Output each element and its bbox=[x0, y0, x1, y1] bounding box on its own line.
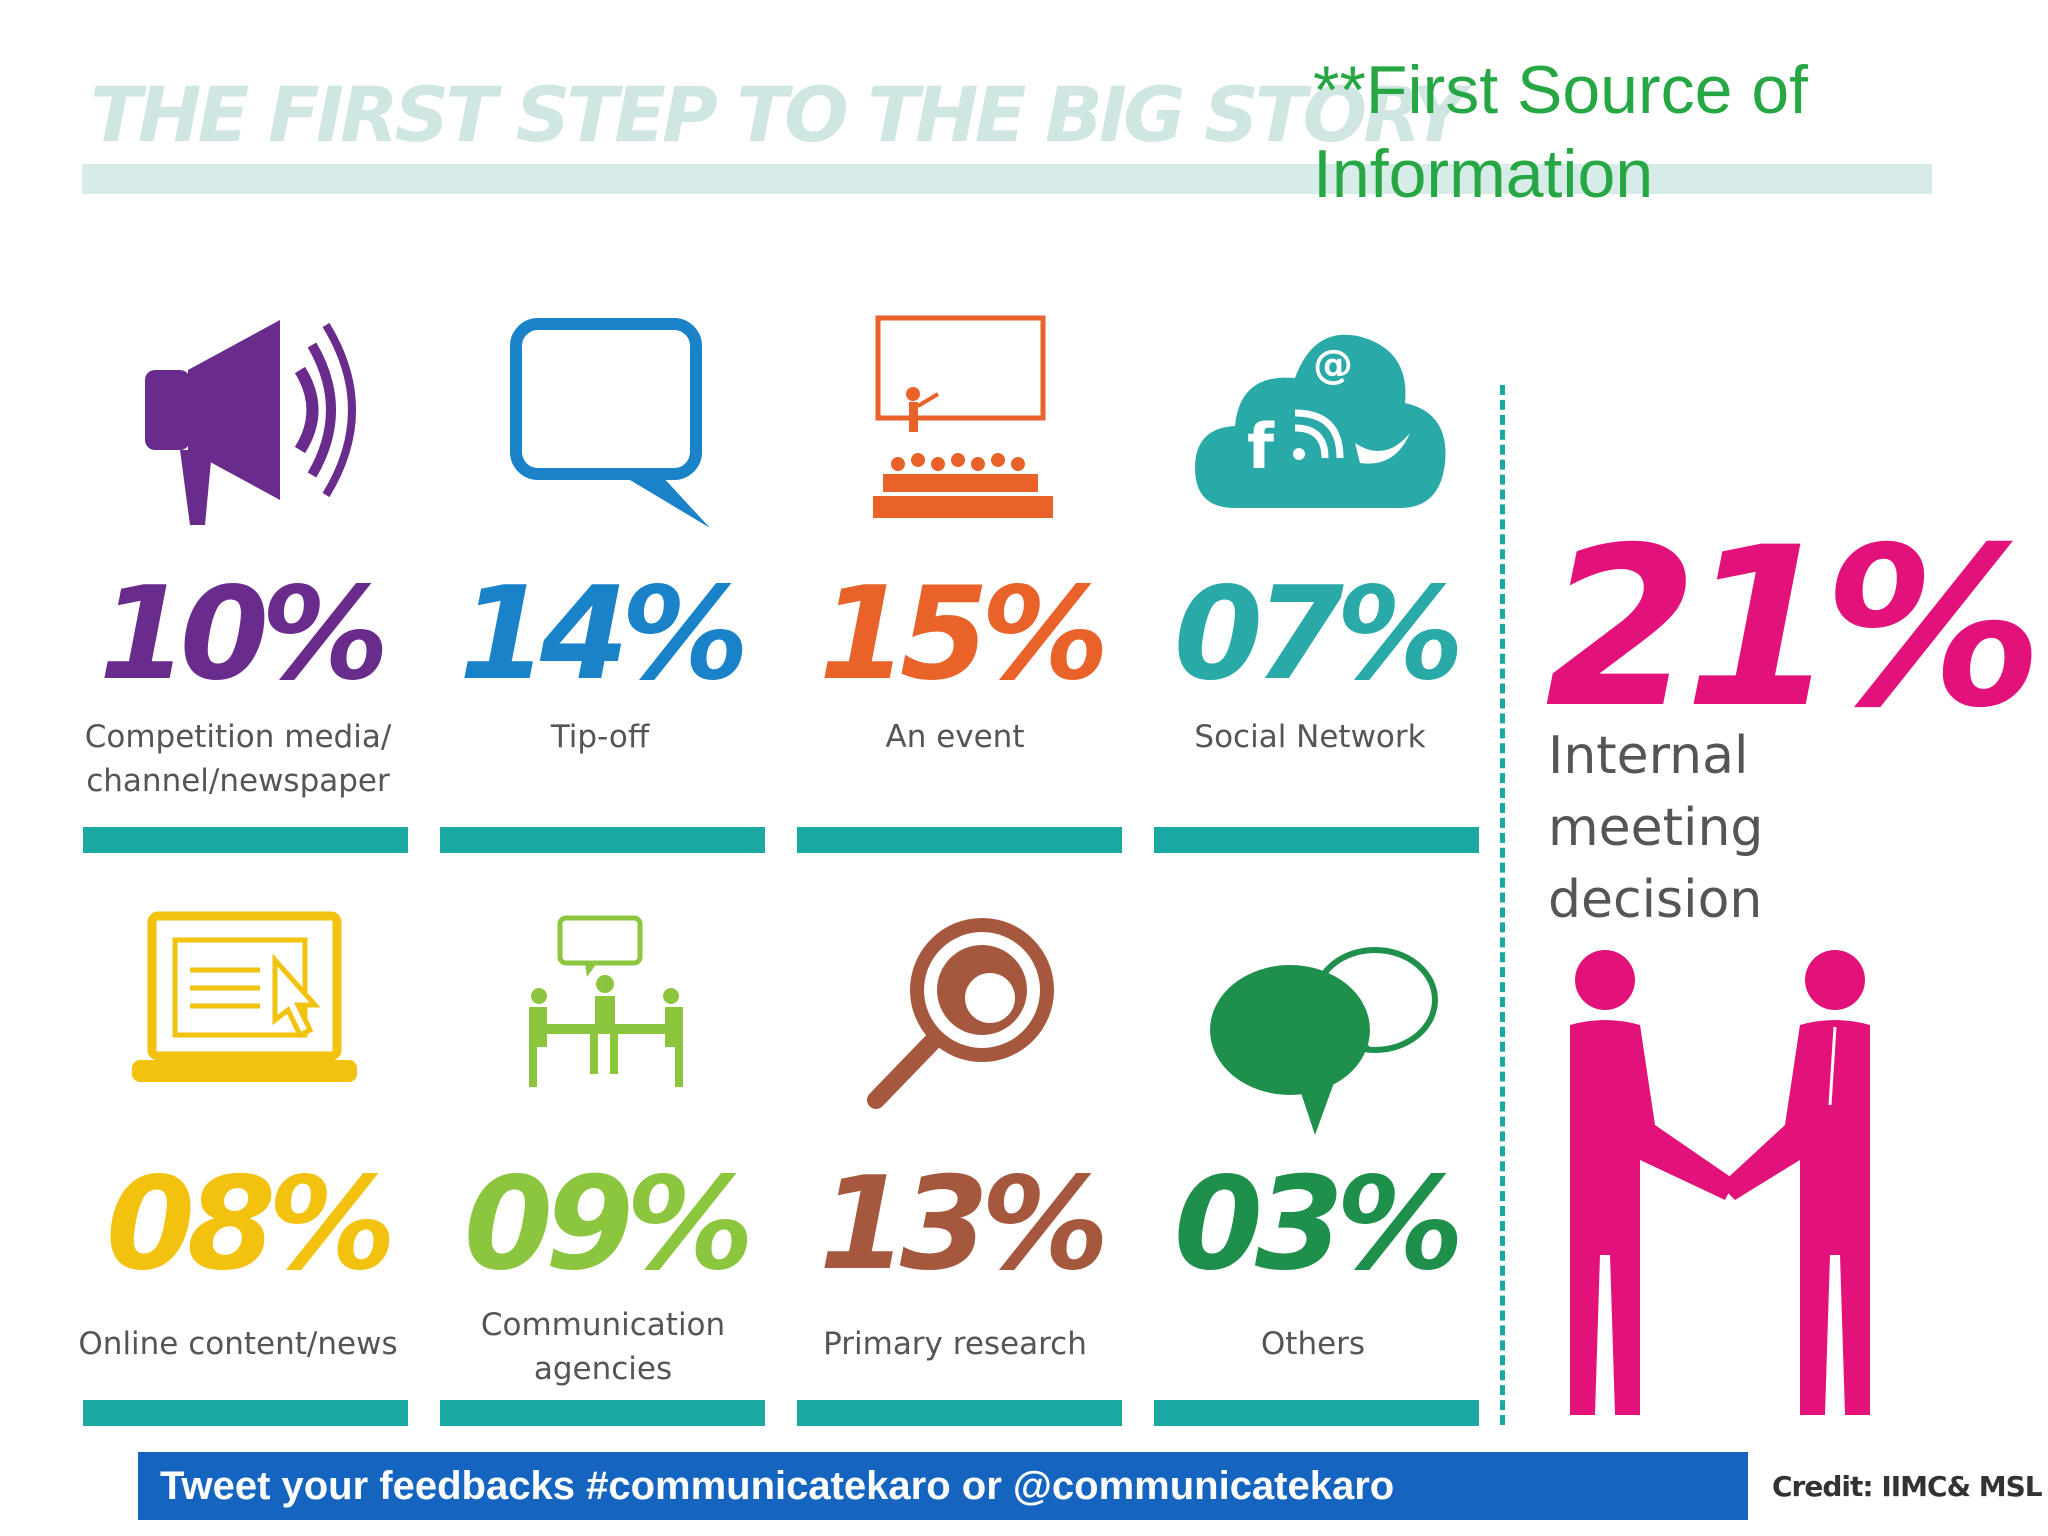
stat-value: 15% bbox=[818, 560, 1109, 709]
handshake-icon bbox=[1570, 950, 1870, 1415]
stat-value: 13% bbox=[818, 1150, 1109, 1299]
stat-label: Communication agencies bbox=[480, 1307, 726, 1387]
credit-text: Credit: IIMC& MSL bbox=[1772, 1470, 2043, 1503]
stat-value: 09% bbox=[463, 1150, 754, 1299]
stat-label: An event bbox=[885, 719, 1025, 755]
slide-subtitle: **First Source of Information bbox=[1313, 52, 1809, 212]
highlight-value: 21% bbox=[1545, 500, 2044, 756]
stat-value: 10% bbox=[98, 560, 389, 709]
laptop-cursor-icon bbox=[132, 911, 357, 1082]
social-cloud-icon: @ f bbox=[1195, 334, 1446, 508]
stat-label: Social Network bbox=[1194, 719, 1426, 755]
stat-label: Others bbox=[1260, 1326, 1366, 1362]
svg-text:@: @ bbox=[1313, 342, 1353, 388]
megaphone-icon bbox=[145, 320, 356, 525]
stat-value: 14% bbox=[458, 560, 749, 709]
speech-bubble-icon bbox=[510, 318, 710, 528]
highlight-label: Internal meeting decision bbox=[1548, 726, 1764, 930]
chat-bubbles-icon bbox=[1210, 947, 1438, 1135]
section-bar bbox=[83, 827, 408, 853]
magnifier-icon bbox=[867, 918, 1054, 1109]
section-bar bbox=[440, 1400, 765, 1426]
infographic-title: THE FIRST STEP TO THE BIG STORY bbox=[90, 70, 1466, 159]
stat-value: 08% bbox=[105, 1150, 396, 1299]
section-bar bbox=[1154, 827, 1479, 853]
svg-text:f: f bbox=[1247, 410, 1275, 483]
tweet-banner: Tweet your feedbacks #communicatekaro or… bbox=[138, 1452, 1748, 1520]
stat-value: 07% bbox=[1173, 560, 1464, 709]
stat-label: Primary research bbox=[823, 1326, 1087, 1362]
stat-label: Tip-off bbox=[550, 719, 650, 755]
stat-label: Competition media/ channel/newspaper bbox=[84, 719, 392, 799]
section-bar bbox=[797, 1400, 1122, 1426]
section-bar bbox=[1154, 1400, 1479, 1426]
title-underline bbox=[82, 164, 1932, 194]
stat-label: Online content/news bbox=[78, 1326, 398, 1362]
column-divider bbox=[1500, 385, 1505, 1425]
section-bar bbox=[83, 1400, 408, 1426]
section-bar bbox=[440, 827, 765, 853]
meeting-table-icon bbox=[529, 915, 683, 1087]
stat-value: 03% bbox=[1173, 1150, 1464, 1299]
presentation-audience-icon bbox=[873, 315, 1053, 518]
section-bar bbox=[797, 827, 1122, 853]
